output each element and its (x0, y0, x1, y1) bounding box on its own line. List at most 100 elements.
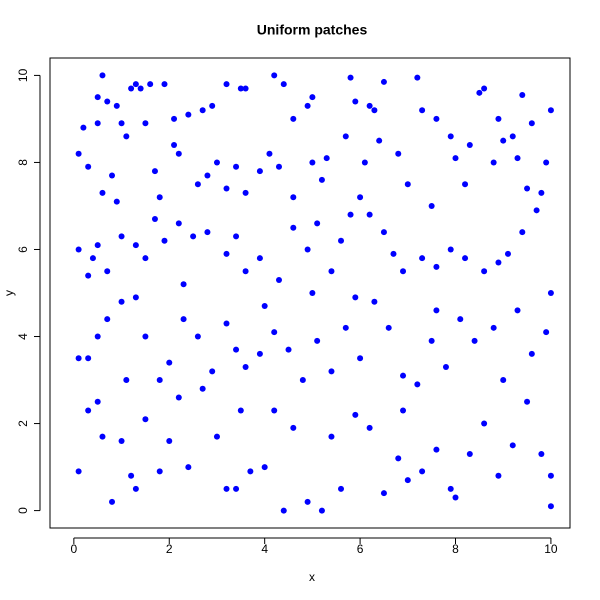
point (271, 329, 278, 336)
point (347, 74, 354, 81)
point (171, 142, 178, 149)
point (280, 507, 287, 514)
point (204, 229, 211, 236)
point (271, 407, 278, 414)
point (233, 346, 240, 353)
point (132, 294, 139, 301)
point (261, 303, 268, 310)
point (366, 102, 373, 109)
point (137, 85, 144, 92)
x-tick-label: 10 (544, 542, 558, 556)
point (199, 107, 206, 114)
point (156, 194, 163, 201)
point (128, 472, 135, 479)
point (118, 298, 125, 305)
point (237, 407, 244, 414)
point (180, 316, 187, 323)
point (447, 246, 454, 253)
point (94, 398, 101, 405)
point (433, 263, 440, 270)
point (290, 424, 297, 431)
point (323, 155, 330, 162)
point (457, 316, 464, 323)
point (442, 363, 449, 370)
point (266, 150, 273, 157)
point (495, 472, 502, 479)
point (314, 220, 321, 227)
point (342, 324, 349, 331)
point (132, 242, 139, 249)
point (161, 81, 168, 88)
point (452, 155, 459, 162)
point (94, 120, 101, 127)
point (447, 485, 454, 492)
point (223, 485, 230, 492)
point (132, 81, 139, 88)
point (142, 120, 149, 127)
point (85, 163, 92, 170)
point (85, 355, 92, 362)
point (509, 442, 516, 449)
point (151, 168, 158, 175)
point (147, 81, 154, 88)
point (304, 102, 311, 109)
y-axis-label: y (2, 290, 16, 296)
point (185, 464, 192, 471)
point (466, 142, 473, 149)
point (75, 468, 82, 475)
point (419, 107, 426, 114)
point (519, 91, 526, 98)
point (242, 268, 249, 275)
point (380, 229, 387, 236)
point (352, 98, 359, 105)
point (156, 377, 163, 384)
point (385, 324, 392, 331)
point (400, 268, 407, 275)
point (524, 398, 531, 405)
point (99, 433, 106, 440)
point (242, 189, 249, 196)
point (209, 368, 216, 375)
point (190, 233, 197, 240)
point (113, 102, 120, 109)
point (538, 451, 545, 458)
point (400, 372, 407, 379)
point (247, 468, 254, 475)
point (94, 242, 101, 249)
point (75, 150, 82, 157)
point (452, 494, 459, 501)
point (366, 424, 373, 431)
point (328, 433, 335, 440)
point (490, 324, 497, 331)
point (123, 133, 130, 140)
point (223, 250, 230, 257)
point (328, 368, 335, 375)
point (338, 237, 345, 244)
point (261, 464, 268, 471)
point (109, 172, 116, 179)
point (514, 155, 521, 162)
y-tick-label: 4 (16, 333, 30, 340)
point (118, 233, 125, 240)
point (357, 355, 364, 362)
point (185, 111, 192, 118)
point (318, 507, 325, 514)
point (151, 216, 158, 223)
point (75, 246, 82, 253)
point (400, 407, 407, 414)
y-tick-label: 6 (16, 246, 30, 253)
point (490, 159, 497, 166)
point (271, 72, 278, 79)
point (233, 233, 240, 240)
point (104, 98, 111, 105)
point (213, 433, 220, 440)
point (142, 333, 149, 340)
point (256, 168, 263, 175)
y-tick-label: 8 (16, 159, 30, 166)
point (543, 159, 550, 166)
point (547, 290, 554, 296)
point (104, 316, 111, 323)
point (309, 94, 316, 101)
point (528, 120, 535, 127)
point (347, 211, 354, 218)
